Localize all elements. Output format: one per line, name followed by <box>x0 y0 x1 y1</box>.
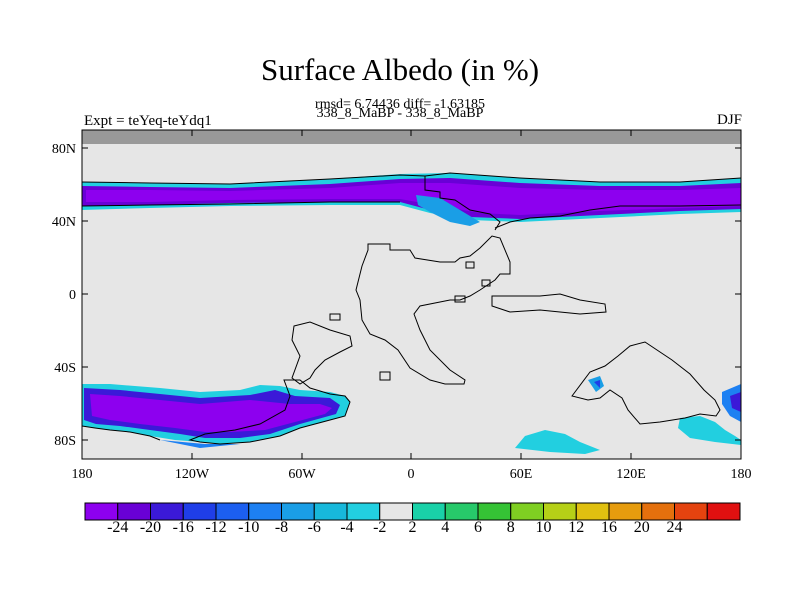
runs-line: 338_8_MaBP - 338_8_MaBP <box>316 106 484 121</box>
colorbar-box <box>248 502 282 521</box>
colorbar-box <box>674 502 708 521</box>
lat-label: 40S <box>54 361 76 376</box>
colorbar-box <box>444 502 479 521</box>
lon-label: 60W <box>288 467 316 482</box>
lat-label: 0 <box>69 288 76 303</box>
colorbar-label: 12 <box>568 519 584 536</box>
colorbar-box <box>281 502 315 521</box>
lat-label: 40N <box>52 215 76 230</box>
colorbar-label: 10 <box>536 519 552 536</box>
colorbar-label: 4 <box>441 519 449 536</box>
longitude-axis <box>81 130 742 459</box>
lon-label: 120W <box>175 467 210 482</box>
colorbar-label: 8 <box>507 519 515 536</box>
lon-label: 60E <box>510 467 533 482</box>
colorbar-box <box>313 502 348 521</box>
colorbar-box <box>84 502 119 521</box>
colorbar-box <box>412 502 446 521</box>
lon-label: 0 <box>408 467 415 482</box>
lon-label: 120E <box>616 467 646 482</box>
colorbar-box <box>346 502 381 521</box>
colorbar-label: 20 <box>634 519 650 536</box>
chart-title: Surface Albedo (in %) <box>260 52 540 87</box>
latitude-axis <box>82 147 741 441</box>
colorbar-label: -20 <box>140 519 161 536</box>
missing-data-band <box>82 130 741 144</box>
colorbar-label: -24 <box>107 519 128 536</box>
colorbar-box <box>608 502 643 521</box>
colorbar-box <box>477 502 512 521</box>
colorbar-label: -4 <box>340 519 353 536</box>
colorbar <box>84 502 741 521</box>
southern-anomaly-band <box>82 384 350 448</box>
experiment-label: Expt = teYeq-teYdq1 <box>84 113 212 129</box>
colorbar-label: 16 <box>601 519 617 536</box>
coastlines <box>81 172 742 445</box>
colorbar-box <box>182 502 217 521</box>
colorbar-label: -12 <box>205 519 226 536</box>
stats-line: rmsd= 6.74436 diff= -1.63185 <box>315 97 485 112</box>
colorbar-box <box>575 502 610 521</box>
colorbar-box <box>641 502 675 521</box>
colorbar-label: -16 <box>173 519 194 536</box>
season-label: DJF <box>716 112 742 128</box>
colorbar-box <box>706 502 741 521</box>
colorbar-box <box>215 502 250 521</box>
lat-label: 80N <box>52 142 76 157</box>
northern-anomaly-band <box>82 173 741 226</box>
colorbar-box <box>117 502 151 521</box>
lon-label: 180 <box>72 467 93 482</box>
colorbar-box <box>379 502 413 521</box>
colorbar-label: 6 <box>474 519 482 536</box>
colorbar-label: 24 <box>667 519 683 536</box>
colorbar-label: -8 <box>275 519 288 536</box>
lon-label: 180 <box>731 467 752 482</box>
colorbar-box <box>510 502 544 521</box>
colorbar-labels: -24 -20 -16 -12 -10 -8 -6 -4 -2 2 4 6 8 10 12 16 20 24 <box>107 519 682 536</box>
colorbar-label: -10 <box>238 519 259 536</box>
antarctic-anomaly-patches <box>515 376 741 454</box>
lat-label: 80S <box>54 434 76 449</box>
colorbar-box <box>543 502 577 521</box>
colorbar-label: 2 <box>409 519 417 536</box>
colorbar-label: -6 <box>308 519 321 536</box>
colorbar-box <box>150 502 184 521</box>
colorbar-label: -2 <box>373 519 386 536</box>
